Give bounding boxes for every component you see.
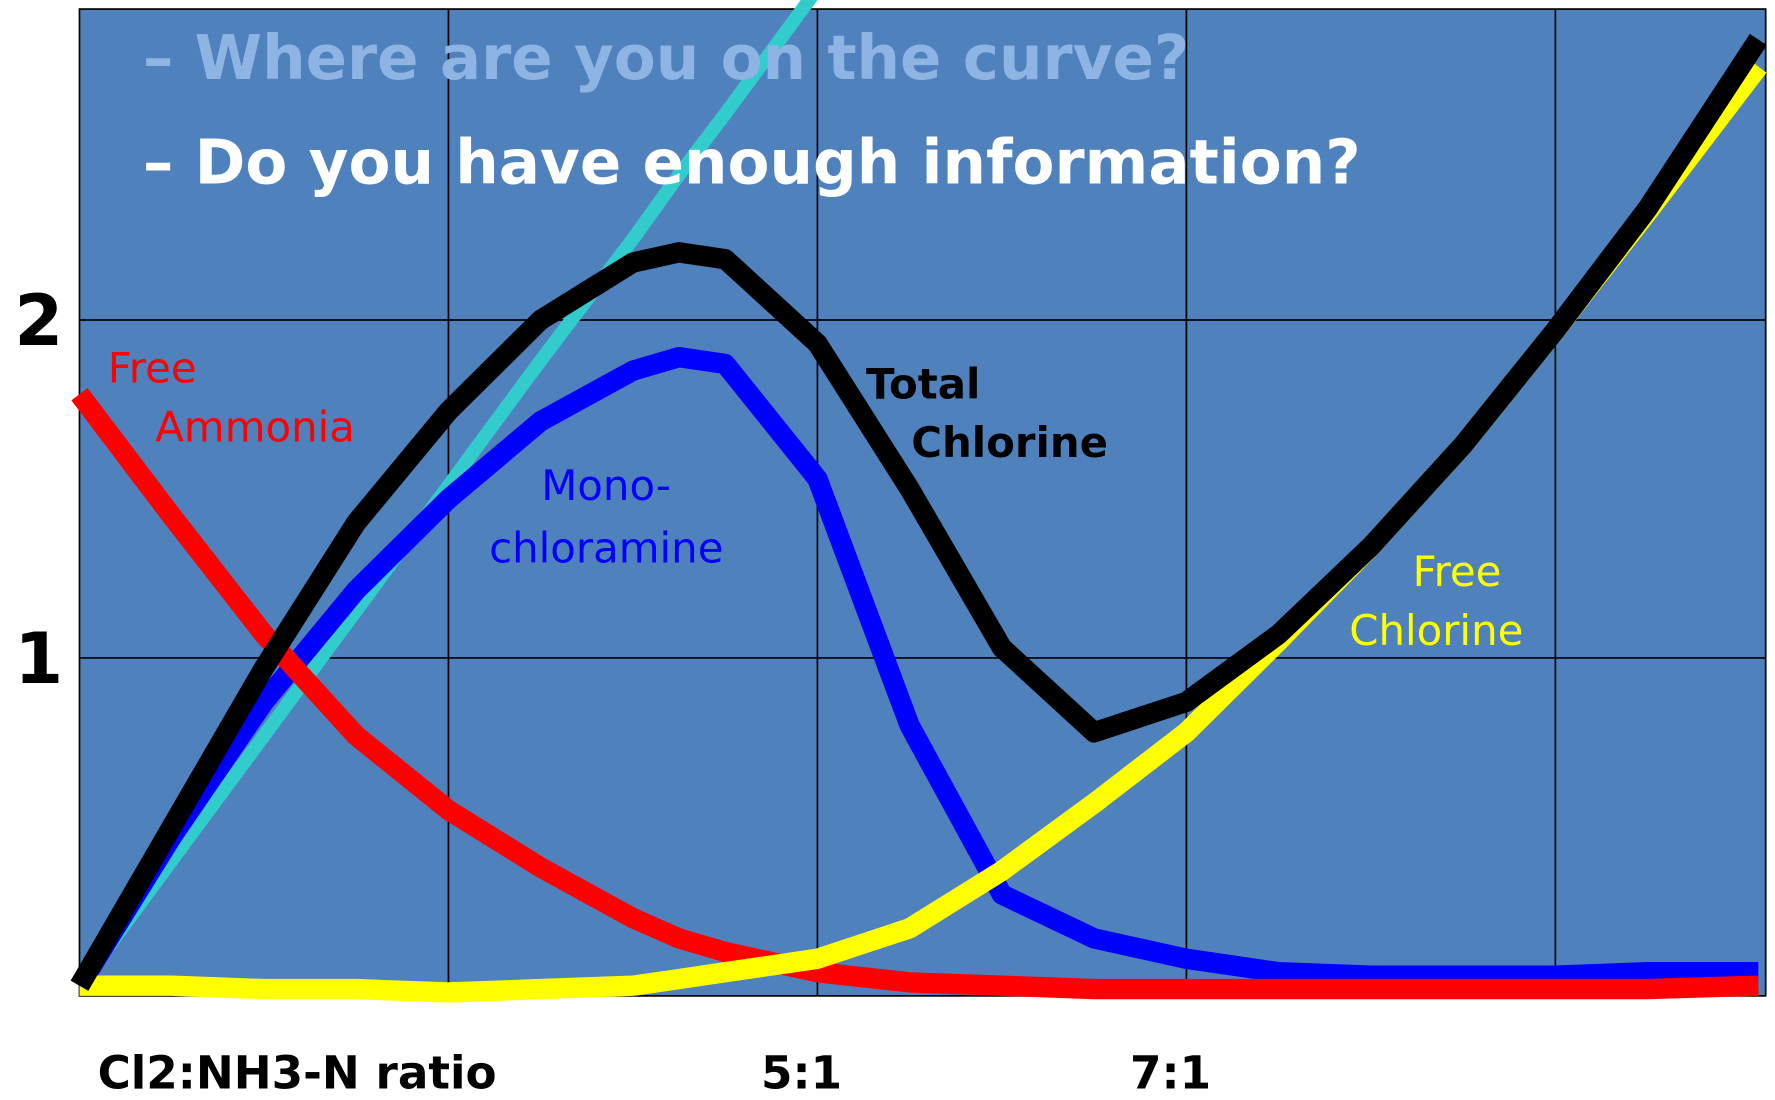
x-axis-label: Cl2:NH3-N ratio <box>98 1047 497 1100</box>
annotation: Mono- <box>541 461 671 510</box>
series-line <box>70 346 1759 992</box>
x-tick-label: 5:1 <box>761 1047 842 1100</box>
series-line <box>71 388 1759 1000</box>
y-tick-label: 2 <box>14 280 63 362</box>
annotation: Chlorine <box>1349 606 1523 655</box>
bullet-text: – Do you have enough information? <box>143 127 1361 198</box>
series-line <box>74 0 818 990</box>
annotation: Chlorine <box>911 418 1108 467</box>
x-tick-label: 7:1 <box>1130 1047 1211 1100</box>
series-line <box>70 33 1767 991</box>
annotation: Free <box>1413 547 1502 596</box>
y-tick-label: 1 <box>14 618 63 700</box>
annotation: Free <box>108 344 197 393</box>
annotation: Total <box>866 359 980 408</box>
bullet-text: – Where are you on the curve? <box>143 23 1190 94</box>
annotation: Ammonia <box>155 402 355 451</box>
annotation: chloramine <box>489 523 723 572</box>
